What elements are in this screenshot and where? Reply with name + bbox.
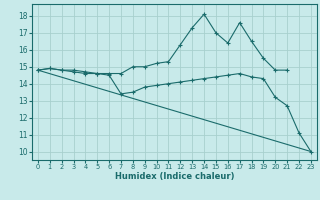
X-axis label: Humidex (Indice chaleur): Humidex (Indice chaleur) (115, 172, 234, 181)
